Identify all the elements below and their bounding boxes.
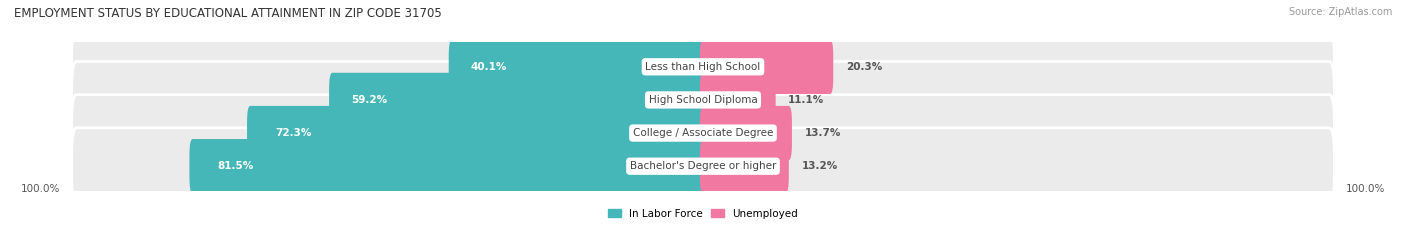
Text: Less than High School: Less than High School: [645, 62, 761, 72]
FancyBboxPatch shape: [700, 73, 776, 127]
FancyBboxPatch shape: [72, 28, 1334, 105]
Text: 100.0%: 100.0%: [20, 184, 59, 194]
Text: 13.7%: 13.7%: [804, 128, 841, 138]
Text: 72.3%: 72.3%: [276, 128, 312, 138]
FancyBboxPatch shape: [72, 62, 1334, 138]
Text: High School Diploma: High School Diploma: [648, 95, 758, 105]
Text: 11.1%: 11.1%: [789, 95, 824, 105]
FancyBboxPatch shape: [190, 139, 706, 193]
FancyBboxPatch shape: [700, 106, 792, 160]
FancyBboxPatch shape: [247, 106, 706, 160]
Text: EMPLOYMENT STATUS BY EDUCATIONAL ATTAINMENT IN ZIP CODE 31705: EMPLOYMENT STATUS BY EDUCATIONAL ATTAINM…: [14, 7, 441, 20]
FancyBboxPatch shape: [449, 40, 706, 94]
FancyBboxPatch shape: [72, 128, 1334, 205]
Text: 100.0%: 100.0%: [1347, 184, 1386, 194]
FancyBboxPatch shape: [72, 95, 1334, 171]
FancyBboxPatch shape: [329, 73, 706, 127]
Text: 81.5%: 81.5%: [218, 161, 254, 171]
Text: 40.1%: 40.1%: [471, 62, 508, 72]
Text: 20.3%: 20.3%: [846, 62, 882, 72]
Text: 59.2%: 59.2%: [352, 95, 387, 105]
Text: 13.2%: 13.2%: [801, 161, 838, 171]
Legend: In Labor Force, Unemployed: In Labor Force, Unemployed: [609, 209, 797, 219]
Text: Bachelor's Degree or higher: Bachelor's Degree or higher: [630, 161, 776, 171]
FancyBboxPatch shape: [700, 40, 834, 94]
Text: College / Associate Degree: College / Associate Degree: [633, 128, 773, 138]
Text: Source: ZipAtlas.com: Source: ZipAtlas.com: [1288, 7, 1392, 17]
FancyBboxPatch shape: [700, 139, 789, 193]
